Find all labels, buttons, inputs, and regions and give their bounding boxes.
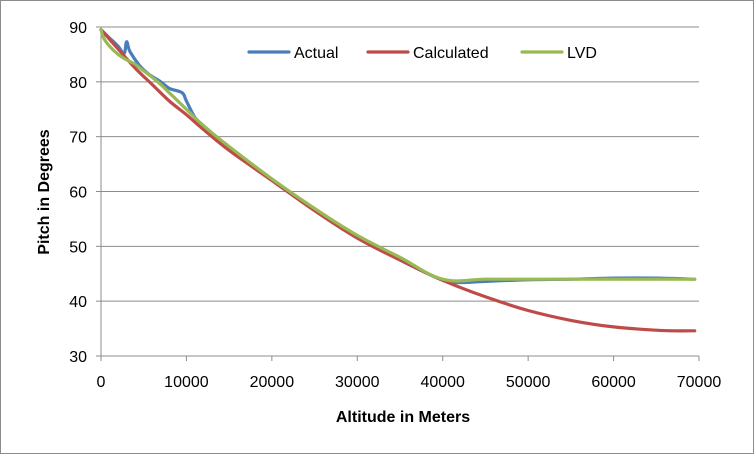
x-tick-label: 20000 bbox=[250, 374, 295, 391]
legend-label-lvd: LVD bbox=[567, 45, 597, 62]
x-tick-label: 70000 bbox=[677, 374, 722, 391]
x-axis-title: Altitude in Meters bbox=[336, 409, 470, 426]
y-tick-label: 50 bbox=[69, 239, 87, 256]
y-tick-label: 40 bbox=[69, 294, 87, 311]
gridlines bbox=[101, 26, 699, 302]
y-tick-label: 90 bbox=[69, 20, 87, 37]
x-tick-label: 50000 bbox=[506, 374, 551, 391]
x-tick-label: 60000 bbox=[591, 374, 636, 391]
x-tick-labels: 0 10000 20000 30000 40000 50000 60000 70000 bbox=[97, 374, 722, 391]
series-lines bbox=[99, 28, 697, 333]
y-tick-label: 70 bbox=[69, 130, 87, 147]
x-tick-label: 30000 bbox=[335, 374, 380, 391]
x-tick-label: 40000 bbox=[420, 374, 465, 391]
axes bbox=[96, 26, 700, 361]
y-tick-label: 80 bbox=[69, 75, 87, 92]
series-line-actual bbox=[99, 28, 697, 285]
x-tick-label: 10000 bbox=[164, 374, 209, 391]
y-axis-title: Pitch in Degrees bbox=[36, 129, 53, 254]
x-tick-label: 0 bbox=[97, 374, 106, 391]
legend: Actual Calculated LVD bbox=[247, 45, 597, 62]
series-line-calculated bbox=[99, 28, 697, 333]
y-tick-label: 30 bbox=[69, 349, 87, 366]
legend-label-calculated: Calculated bbox=[413, 45, 489, 62]
legend-label-actual: Actual bbox=[294, 45, 338, 62]
y-tick-label: 60 bbox=[69, 185, 87, 202]
series-line-lvd bbox=[99, 28, 697, 283]
y-tick-labels: 30 40 50 60 70 80 90 bbox=[69, 20, 87, 366]
